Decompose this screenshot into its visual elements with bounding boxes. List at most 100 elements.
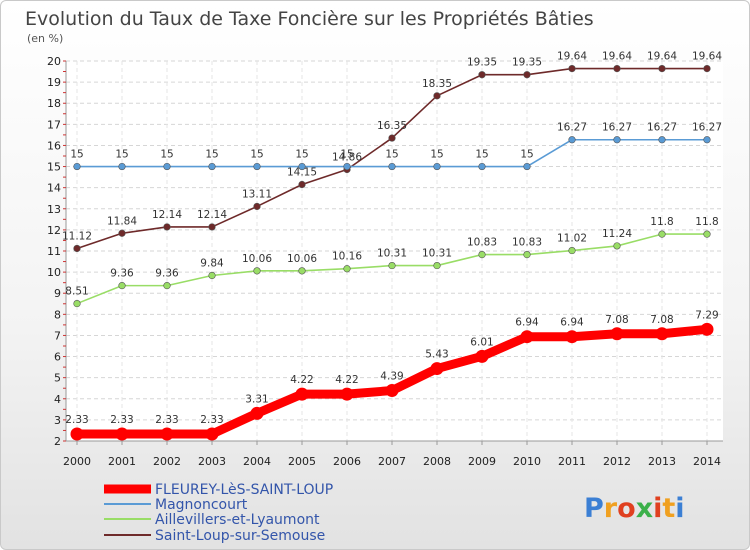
data-point <box>520 330 534 344</box>
data-point <box>388 261 396 270</box>
data-label: 10.06 <box>242 253 272 265</box>
data-point <box>70 427 84 441</box>
chart-unit: (en %) <box>27 32 63 45</box>
data-point <box>343 265 351 273</box>
y-tick-label: 13 <box>47 203 61 216</box>
data-label: 19.64 <box>692 51 722 63</box>
data-label: 15 <box>385 149 398 161</box>
data-point <box>610 327 624 341</box>
data-label: 3.31 <box>245 393 268 405</box>
data-point <box>568 64 576 73</box>
data-label: 15 <box>340 149 353 161</box>
data-label: 4.22 <box>290 374 313 386</box>
data-point <box>478 71 486 79</box>
data-point <box>523 71 531 79</box>
data-label: 19.35 <box>467 57 497 69</box>
data-point <box>118 162 126 171</box>
data-point <box>658 136 666 144</box>
data-label: 9.36 <box>155 268 179 280</box>
data-point <box>118 229 126 237</box>
y-tick-label: 8 <box>54 308 61 321</box>
data-point <box>700 322 714 336</box>
data-point <box>253 202 261 211</box>
y-tick-label: 20 <box>47 55 61 68</box>
data-point <box>613 64 621 73</box>
data-point <box>253 162 261 171</box>
data-point <box>655 327 669 341</box>
x-tick-label: 2012 <box>603 455 631 468</box>
data-label: 19.64 <box>647 51 677 63</box>
data-point <box>208 223 216 231</box>
data-label: 15 <box>430 149 443 161</box>
brand-letter: o <box>617 493 636 524</box>
legend-label: Magnoncourt <box>155 497 248 513</box>
y-tick-label: 19 <box>47 76 61 89</box>
data-label: 11.8 <box>650 216 673 228</box>
legend-label: FLEUREY-LèS-SAINT-LOUP <box>155 482 333 498</box>
data-point <box>250 406 264 420</box>
data-point <box>118 282 126 290</box>
data-point <box>433 261 441 270</box>
x-tick-label: 2004 <box>243 455 271 468</box>
data-point <box>73 244 81 253</box>
data-label: 11.24 <box>602 228 632 240</box>
data-point <box>568 136 576 144</box>
data-label: 15 <box>520 149 533 161</box>
data-label: 2.33 <box>110 414 133 426</box>
data-point <box>568 246 576 255</box>
series-1: 15 15 15 15 15 15 15 15 15 15 15 16.27 16.27 16.27 16.… <box>70 122 722 171</box>
data-label: 16.27 <box>692 122 722 134</box>
y-tick-label: 11 <box>47 245 61 258</box>
data-label: 15 <box>205 149 218 161</box>
brand-letter: x <box>636 493 653 524</box>
brand-letter: i <box>675 493 684 524</box>
data-label: 8.51 <box>65 286 88 298</box>
data-label: 19.35 <box>512 57 542 69</box>
series-2: 8.51 9.36 9.36 9.84 10.06 10.06 10.16 10.31 10.3… <box>65 216 719 308</box>
brand-letter: i <box>653 493 662 524</box>
data-label: 16.27 <box>602 122 632 134</box>
y-tick-label: 14 <box>47 182 61 195</box>
data-label: 13.11 <box>242 188 272 200</box>
data-point <box>208 162 216 171</box>
data-point <box>565 330 579 344</box>
y-tick-label: 9 <box>54 287 61 300</box>
data-label: 9.36 <box>110 268 134 280</box>
data-point <box>703 64 711 73</box>
x-tick-label: 2000 <box>63 455 91 468</box>
data-label: 16.27 <box>647 122 677 134</box>
data-label: 7.08 <box>605 314 628 326</box>
data-label: 15 <box>250 149 263 161</box>
data-label: 11.12 <box>62 230 92 242</box>
data-label: 2.33 <box>155 414 178 426</box>
y-tick-label: 4 <box>54 393 61 406</box>
data-point <box>295 387 309 401</box>
data-point <box>388 134 396 142</box>
data-point <box>613 242 621 250</box>
data-point <box>613 136 621 144</box>
y-tick-label: 17 <box>47 118 61 131</box>
brand-logo: Proxiti <box>584 493 685 524</box>
y-tick-label: 5 <box>54 372 61 385</box>
data-point <box>703 136 711 144</box>
data-point <box>163 223 171 231</box>
data-point <box>475 349 489 363</box>
data-point <box>298 267 306 275</box>
data-point <box>298 162 306 171</box>
data-point <box>523 162 531 171</box>
data-point <box>340 387 354 401</box>
data-label: 11.8 <box>695 216 718 228</box>
brand-letter: P <box>584 493 604 524</box>
y-tick-label: 7 <box>54 329 61 342</box>
data-label: 18.35 <box>422 78 452 90</box>
legend: FLEUREY-LèS-SAINT-LOUPMagnoncourtAillevi… <box>104 482 333 544</box>
data-point <box>658 230 666 238</box>
data-label: 14.15 <box>287 167 317 179</box>
data-label: 15 <box>70 149 83 161</box>
y-tick-label: 2 <box>54 435 61 448</box>
x-tick-label: 2007 <box>378 455 406 468</box>
data-label: 15 <box>295 149 308 161</box>
series-0: 2.33 2.33 2.33 2.33 3.31 4.22 4.22 4.39 5.43 6.01… <box>65 309 719 441</box>
